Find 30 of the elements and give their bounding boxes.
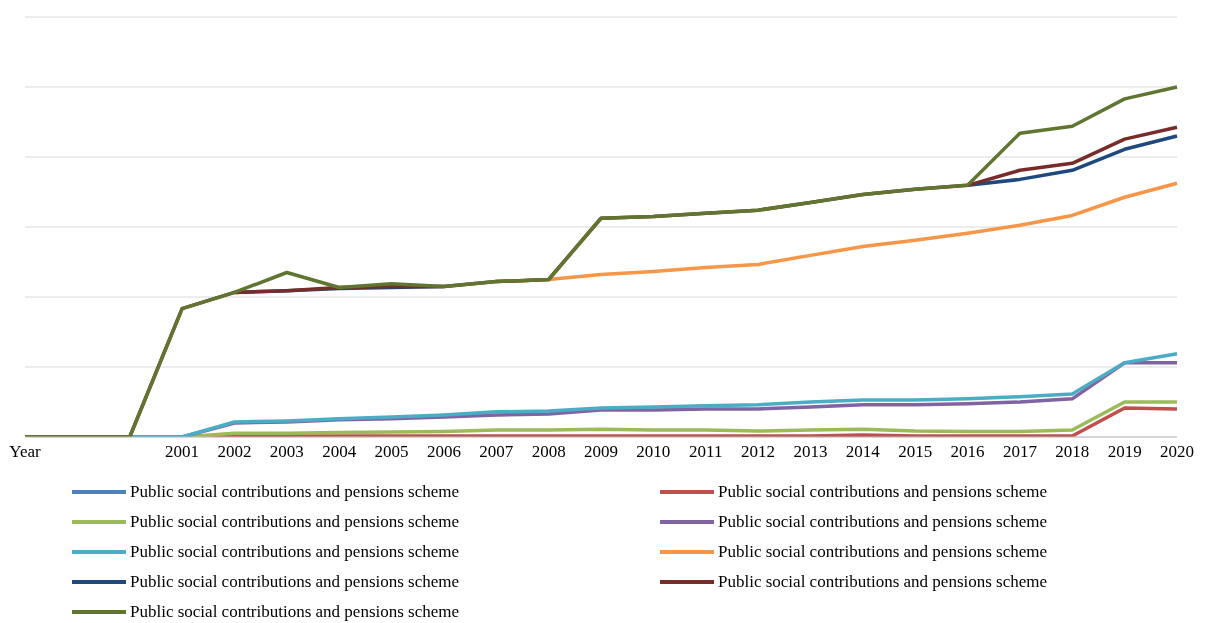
legend-label: Public social contributions and pensions scheme <box>718 512 1048 532</box>
x-tick-label: 2014 <box>845 442 881 462</box>
x-tick-label: 2017 <box>1002 442 1038 462</box>
legend-label: Public social contributions and pensions scheme <box>718 572 1048 592</box>
x-tick-label: Year <box>9 442 41 462</box>
x-tick-label: 2003 <box>269 442 304 462</box>
x-tick-label: 2004 <box>322 442 357 462</box>
legend-label: Public social contributions and pensions scheme <box>130 602 460 622</box>
x-tick-label: 2005 <box>374 442 409 462</box>
x-tick-label: 2007 <box>479 442 514 462</box>
x-tick-label: 2018 <box>1055 442 1090 462</box>
x-tick-label: 2015 <box>898 442 933 462</box>
x-tick-label: 2016 <box>950 442 985 462</box>
x-tick-label: 2008 <box>531 442 566 462</box>
legend-label: Public social contributions and pensions scheme <box>130 482 460 502</box>
legend-label: Public social contributions and pensions scheme <box>130 572 460 592</box>
x-tick-label: 2020 <box>1160 442 1194 462</box>
legend-label: Public social contributions and pensions scheme <box>718 482 1048 502</box>
legend-label: Public social contributions and pensions scheme <box>130 512 460 532</box>
x-tick-label: 2009 <box>584 442 618 462</box>
x-tick-label: 2019 <box>1107 442 1142 462</box>
x-tick-label: 2010 <box>636 442 671 462</box>
x-tick-label: 2013 <box>793 442 828 462</box>
x-tick-label: 2001 <box>165 442 200 462</box>
x-tick-label: 2012 <box>741 442 776 462</box>
legend-label: Public social contributions and pensions scheme <box>130 542 460 562</box>
x-tick-label: 2002 <box>217 442 252 462</box>
x-tick-label: 2011 <box>689 442 723 462</box>
x-tick-label: 2006 <box>426 442 461 462</box>
legend-label: Public social contributions and pensions scheme <box>718 542 1048 562</box>
